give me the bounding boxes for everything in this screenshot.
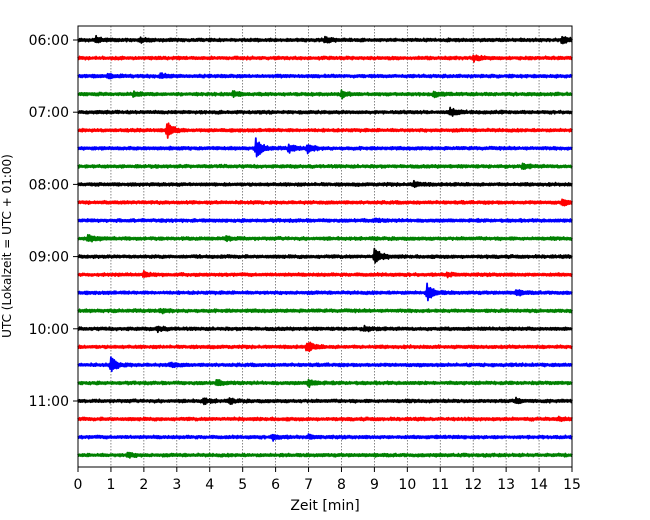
trace-line (77, 415, 573, 423)
trace-line (77, 137, 573, 158)
trace-line (77, 89, 573, 100)
x-tick-label: 1 (106, 477, 115, 493)
x-tick-label: 12 (464, 477, 482, 493)
x-tick-label: 7 (304, 477, 313, 493)
trace-line (77, 162, 573, 170)
x-tick-label: 14 (530, 477, 548, 493)
x-tick-label: 10 (398, 477, 416, 493)
y-tick-label: 07:00 (29, 105, 69, 121)
grid-layer (110, 26, 540, 467)
y-tick-label: 09:00 (29, 250, 69, 266)
x-tick-label: 3 (172, 477, 181, 493)
y-tick-label: 11:00 (29, 394, 69, 410)
trace-line (77, 378, 573, 389)
trace-line (77, 282, 573, 302)
trace-line (77, 122, 573, 139)
trace-line (77, 433, 573, 442)
y-tick-label: 10:00 (29, 322, 69, 338)
plot-frame (77, 25, 573, 468)
x-tick-label: 2 (139, 477, 148, 493)
trace-line (77, 396, 573, 406)
trace-line (77, 217, 573, 224)
x-tick-label: 11 (431, 477, 449, 493)
x-tick-label: 15 (563, 477, 581, 493)
trace-line (77, 341, 573, 353)
y-axis: 06:00 07:00 08:00 09:00 10:00 11:00 (29, 33, 78, 410)
x-tick-label: 8 (337, 477, 346, 493)
trace-line (77, 106, 573, 117)
trace-line (77, 233, 573, 243)
x-tick-label: 13 (497, 477, 515, 493)
x-tick-label: 0 (74, 477, 83, 493)
trace-line (77, 451, 573, 459)
trace-line (77, 324, 573, 334)
trace-line (77, 307, 573, 315)
trace-line (77, 356, 573, 373)
trace-line (77, 34, 573, 45)
x-tick-label: 6 (271, 477, 280, 493)
y-tick-label: 08:00 (29, 177, 69, 193)
y-tick-label: 06:00 (29, 33, 69, 49)
x-tick-label: 5 (238, 477, 247, 493)
trace-line (77, 247, 573, 264)
x-axis: 0 1 2 3 4 5 6 7 8 9 10 11 12 13 14 15 (74, 467, 581, 493)
trace-line (77, 54, 573, 63)
x-tick-label: 4 (205, 477, 214, 493)
trace-line (77, 179, 573, 189)
trace-line (77, 72, 573, 80)
x-axis-label: Zeit [min] (290, 498, 359, 514)
trace-line (77, 270, 573, 279)
y-axis-label: UTC (Lokalzeit = UTC + 01:00) (0, 154, 14, 338)
trace-layer (77, 34, 573, 459)
x-tick-label: 9 (370, 477, 379, 493)
trace-line (77, 198, 573, 207)
